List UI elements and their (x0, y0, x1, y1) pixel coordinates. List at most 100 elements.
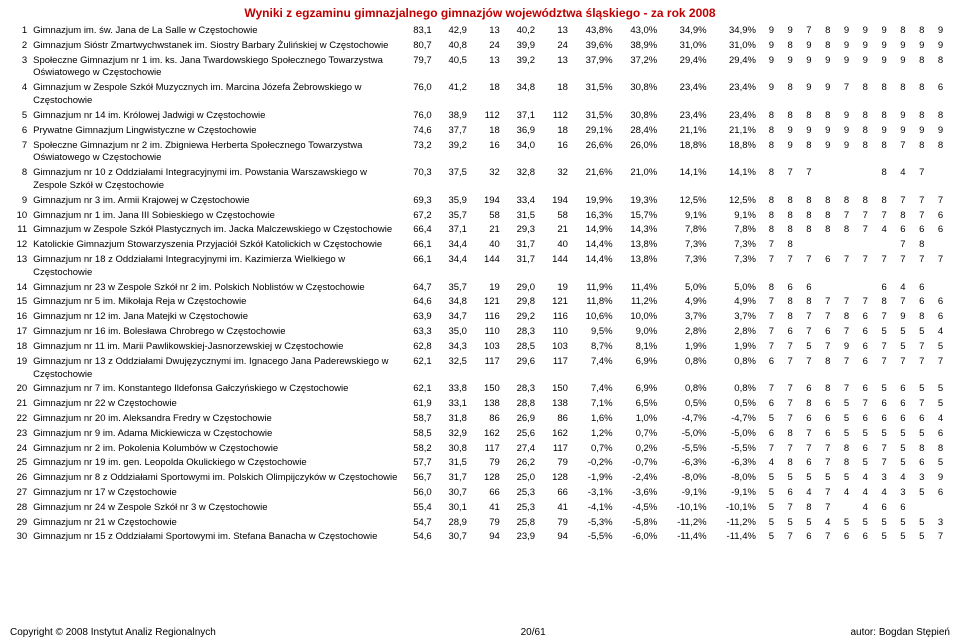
table-row: 10Gimnazjum nr 1 im. Jana III Sobieskieg… (10, 209, 950, 224)
row-value: 7,1% (574, 397, 619, 412)
row-score: 9 (931, 471, 950, 486)
row-value: 2,8% (663, 325, 712, 340)
row-value: 29,2 (506, 310, 541, 325)
row-score: 7 (800, 166, 819, 194)
row-score: 7 (894, 238, 913, 253)
row-value: 31,5 (438, 456, 473, 471)
row-score: 7 (875, 209, 894, 224)
row-score: 5 (912, 427, 931, 442)
row-score: 7 (912, 253, 931, 281)
row-score: 8 (894, 209, 913, 224)
row-value: 66 (473, 486, 506, 501)
row-value: 6,9% (619, 355, 664, 383)
row-score: 6 (818, 253, 837, 281)
row-score: 7 (800, 325, 819, 340)
row-score: 6 (912, 281, 931, 296)
row-score: 8 (837, 456, 856, 471)
row-score: 9 (781, 139, 800, 167)
row-score: 6 (931, 209, 950, 224)
row-score: 8 (912, 24, 931, 39)
row-score: 8 (762, 223, 781, 238)
row-score: 9 (837, 109, 856, 124)
row-value: 10,0% (619, 310, 664, 325)
row-score: 6 (894, 501, 913, 516)
row-score: 9 (856, 39, 875, 54)
row-score: 5 (762, 486, 781, 501)
table-row: 22Gimnazjum nr 20 im. Aleksandra Fredry … (10, 412, 950, 427)
row-value: 34,3 (438, 340, 473, 355)
row-score: 9 (800, 54, 819, 82)
row-value: 13,8% (619, 238, 664, 253)
row-value: 64,6 (402, 295, 437, 310)
row-value: 31,0% (663, 39, 712, 54)
row-score: 5 (856, 516, 875, 531)
row-value: 117 (473, 355, 506, 383)
row-score: 9 (894, 39, 913, 54)
row-score: 7 (856, 223, 875, 238)
row-score: 9 (818, 81, 837, 109)
table-row: 7Społeczne Gimnazjum nr 2 im. Zbigniewa … (10, 139, 950, 167)
row-value: 18 (541, 124, 574, 139)
row-score: 8 (781, 456, 800, 471)
row-score: 5 (762, 501, 781, 516)
row-value: 11,8% (574, 295, 619, 310)
row-index: 9 (10, 194, 31, 209)
row-value: 58 (473, 209, 506, 224)
row-index: 24 (10, 442, 31, 457)
row-value: -2,4% (619, 471, 664, 486)
row-index: 12 (10, 238, 31, 253)
row-score: 4 (894, 471, 913, 486)
table-row: 29Gimnazjum nr 21 w Częstochowie54,728,9… (10, 516, 950, 531)
row-value: 67,2 (402, 209, 437, 224)
row-score (818, 238, 837, 253)
row-value: 33,8 (438, 382, 473, 397)
row-score: 8 (781, 109, 800, 124)
row-score: 5 (912, 325, 931, 340)
row-score: 9 (837, 124, 856, 139)
row-value: 9,1% (663, 209, 712, 224)
row-index: 28 (10, 501, 31, 516)
row-score: 6 (856, 355, 875, 383)
row-score: 4 (856, 471, 875, 486)
row-score: 4 (837, 486, 856, 501)
row-value: 3,7% (713, 310, 762, 325)
row-value: 63,9 (402, 310, 437, 325)
row-score: 8 (875, 109, 894, 124)
row-value: 7,3% (713, 238, 762, 253)
row-value: 7,3% (663, 253, 712, 281)
row-name: Gimnazjum nr 21 w Częstochowie (31, 516, 402, 531)
row-value: -5,5% (574, 530, 619, 545)
row-score: 8 (800, 209, 819, 224)
row-value: 28,4% (619, 124, 664, 139)
row-score: 4 (818, 516, 837, 531)
row-value: 162 (541, 427, 574, 442)
row-value: 128 (473, 471, 506, 486)
row-score: 9 (818, 139, 837, 167)
row-score: 8 (762, 166, 781, 194)
table-row: 18Gimnazjum nr 11 im. Marii Pawlikowskie… (10, 340, 950, 355)
row-value: 66,4 (402, 223, 437, 238)
row-value: 14,9% (574, 223, 619, 238)
row-value: 42,9 (438, 24, 473, 39)
row-score: 9 (894, 109, 913, 124)
row-index: 15 (10, 295, 31, 310)
row-score (856, 166, 875, 194)
row-score (837, 281, 856, 296)
row-value: 37,5 (438, 166, 473, 194)
row-score: 6 (931, 223, 950, 238)
table-row: 1Gimnazjum im. św. Jana de La Salle w Cz… (10, 24, 950, 39)
row-score: 9 (912, 124, 931, 139)
row-value: 28,3 (506, 382, 541, 397)
row-score: 4 (875, 223, 894, 238)
row-value: -10,1% (663, 501, 712, 516)
row-index: 5 (10, 109, 31, 124)
row-value: 54,6 (402, 530, 437, 545)
row-value: 7,8% (663, 223, 712, 238)
row-score: 7 (762, 295, 781, 310)
row-score: 8 (800, 109, 819, 124)
row-value: 39,9 (506, 39, 541, 54)
row-value: 40,5 (438, 54, 473, 82)
row-index: 19 (10, 355, 31, 383)
row-value: 23,4% (663, 81, 712, 109)
row-value: 23,9 (506, 530, 541, 545)
